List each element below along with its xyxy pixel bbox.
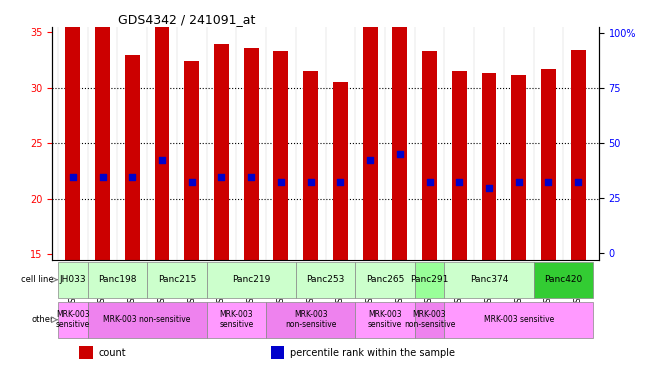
Point <box>305 179 316 185</box>
FancyBboxPatch shape <box>88 302 206 338</box>
FancyBboxPatch shape <box>58 262 88 298</box>
Text: Panc291: Panc291 <box>410 275 449 284</box>
Bar <box>541 69 556 260</box>
Text: count: count <box>98 348 126 358</box>
Text: cell line: cell line <box>21 275 53 284</box>
Text: MRK-003
non-sensitive: MRK-003 non-sensitive <box>404 310 455 329</box>
Text: Panc253: Panc253 <box>307 275 344 284</box>
Text: MRK-003 non-sensitive: MRK-003 non-sensitive <box>104 315 191 324</box>
Bar <box>363 20 378 260</box>
Text: Panc374: Panc374 <box>470 275 508 284</box>
FancyBboxPatch shape <box>355 302 415 338</box>
Point <box>484 185 494 191</box>
Bar <box>243 48 258 260</box>
FancyBboxPatch shape <box>534 262 593 298</box>
Point <box>424 179 435 185</box>
Bar <box>155 16 169 260</box>
Point <box>335 179 346 185</box>
Bar <box>273 51 288 260</box>
Text: other: other <box>31 315 53 324</box>
Text: Panc219: Panc219 <box>232 275 270 284</box>
FancyBboxPatch shape <box>445 302 593 338</box>
Text: Panc420: Panc420 <box>544 275 583 284</box>
Text: JH033: JH033 <box>60 275 86 284</box>
Text: percentile rank within the sample: percentile rank within the sample <box>290 348 455 358</box>
FancyBboxPatch shape <box>296 262 355 298</box>
FancyBboxPatch shape <box>88 262 147 298</box>
Bar <box>571 50 585 260</box>
Text: GDS4342 / 241091_at: GDS4342 / 241091_at <box>118 13 255 26</box>
Text: MRK-003
sensitive: MRK-003 sensitive <box>219 310 253 329</box>
Bar <box>66 0 80 260</box>
Bar <box>452 71 467 260</box>
Point <box>365 157 375 163</box>
Point <box>98 174 108 180</box>
Point <box>68 174 78 180</box>
Point <box>276 179 286 185</box>
Bar <box>271 346 284 359</box>
Point <box>127 174 137 180</box>
Bar <box>214 43 229 260</box>
Point <box>157 157 167 163</box>
FancyBboxPatch shape <box>415 262 445 298</box>
Text: MRK-003
sensitive: MRK-003 sensitive <box>56 310 90 329</box>
Bar <box>333 82 348 260</box>
Point <box>395 151 405 157</box>
Point <box>187 179 197 185</box>
Point <box>454 179 464 185</box>
FancyBboxPatch shape <box>266 302 355 338</box>
Bar <box>95 0 110 260</box>
FancyBboxPatch shape <box>415 302 445 338</box>
Point <box>573 179 583 185</box>
FancyBboxPatch shape <box>147 262 206 298</box>
Bar <box>184 61 199 260</box>
Bar <box>422 51 437 260</box>
Point <box>216 174 227 180</box>
Text: MRK-003
sensitive: MRK-003 sensitive <box>368 310 402 329</box>
Point <box>246 174 256 180</box>
Bar <box>79 346 93 359</box>
Text: Panc265: Panc265 <box>366 275 404 284</box>
FancyBboxPatch shape <box>355 262 415 298</box>
FancyBboxPatch shape <box>206 262 296 298</box>
FancyBboxPatch shape <box>58 302 88 338</box>
Text: Panc198: Panc198 <box>98 275 137 284</box>
Text: MRK-003
non-sensitive: MRK-003 non-sensitive <box>285 310 337 329</box>
Bar <box>393 0 408 260</box>
Bar <box>303 71 318 260</box>
Bar <box>511 74 526 260</box>
Bar <box>482 73 497 260</box>
Text: MRK-003 sensitive: MRK-003 sensitive <box>484 315 554 324</box>
Point <box>514 179 524 185</box>
FancyBboxPatch shape <box>206 302 266 338</box>
Bar <box>125 55 140 260</box>
Point <box>543 179 553 185</box>
Text: Panc215: Panc215 <box>158 275 196 284</box>
FancyBboxPatch shape <box>445 262 534 298</box>
